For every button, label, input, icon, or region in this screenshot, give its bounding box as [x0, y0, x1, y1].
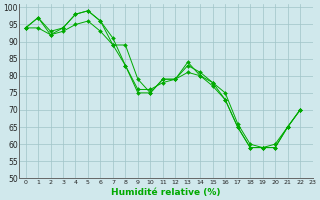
- X-axis label: Humidité relative (%): Humidité relative (%): [111, 188, 221, 197]
